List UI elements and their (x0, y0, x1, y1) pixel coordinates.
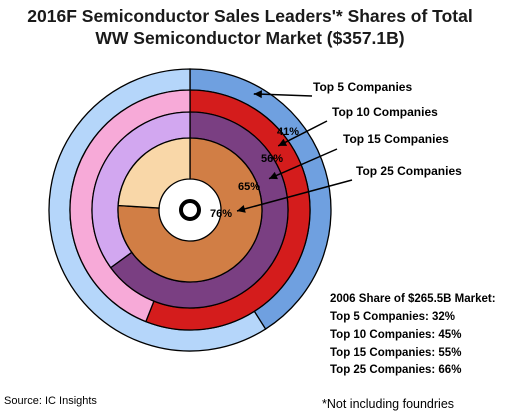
callout-label: Top 25 Companies (356, 164, 462, 178)
chart-title-line-2: WW Semiconductor Market ($357.1B) (95, 28, 404, 48)
callouts: Top 5 Companies Top 10 Companies Top 15 Co… (236, 80, 462, 213)
ring-percent-label: 76% (210, 208, 232, 220)
callout-arrow-line (277, 120, 328, 147)
callout-label: Top 10 Companies (332, 105, 438, 119)
comparison-item: Top 5 Companies: 32% (330, 311, 455, 323)
percent-labels: 41% 56% 65% 76% (210, 126, 299, 220)
callout-label: Top 5 Companies (313, 80, 412, 94)
comparison-item: Top 15 Companies: 55% (330, 347, 461, 359)
comparison-box: 2006 Share of $265.5B Market: Top 5 Comp… (330, 293, 496, 376)
source-note: Source: IC Insights (4, 395, 97, 407)
callout-arrow-line (268, 148, 338, 180)
callout-arrow-head (269, 171, 278, 180)
chart-title-line-1: 2016F Semiconductor Sales Leaders'* Shar… (27, 6, 472, 26)
chart-title: 2016F Semiconductor Sales Leaders'* Shar… (27, 6, 472, 48)
ring-remainder-segment (117, 137, 191, 209)
callout-arrow-head (253, 90, 262, 99)
ring-percent-label: 41% (277, 126, 299, 138)
rings (48, 68, 332, 352)
ring-share-segment (117, 137, 263, 283)
comparison-item: Top 10 Companies: 45% (330, 329, 461, 341)
ring-percent-label: 56% (261, 153, 283, 165)
comparison-heading: 2006 Share of $265.5B Market: (330, 293, 496, 305)
callout-arrow-head (278, 138, 288, 146)
callout-arrow-line (253, 93, 313, 97)
footnote: *Not including foundries (322, 397, 454, 411)
comparison-item: Top 25 Companies: 66% (330, 364, 461, 376)
center-hole (179, 199, 201, 221)
callout-arrow-head (237, 205, 246, 213)
ring-percent-label: 65% (238, 181, 260, 193)
callout-label: Top 15 Companies (343, 132, 449, 146)
callout-arrow-line (236, 179, 353, 212)
